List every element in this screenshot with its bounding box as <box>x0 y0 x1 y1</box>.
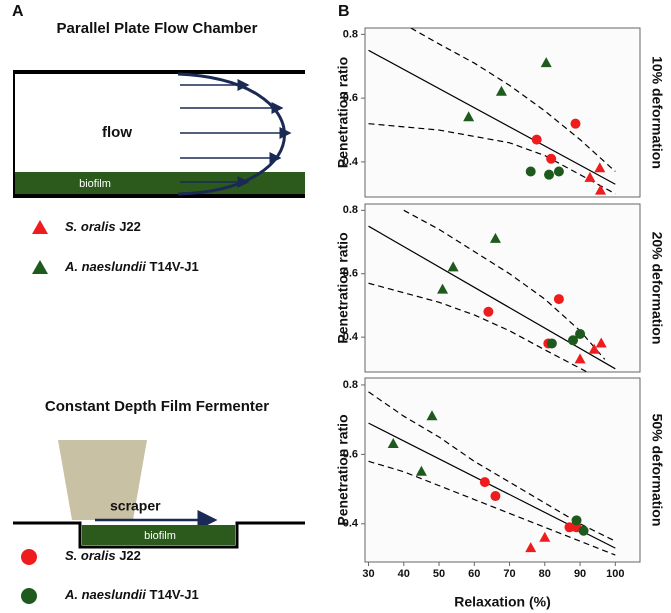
regression-line <box>368 49 616 185</box>
confidence-band <box>368 460 616 556</box>
data-point <box>546 338 557 349</box>
y-axis-label: Penetration ratio <box>335 414 351 525</box>
data-point <box>437 283 449 294</box>
legend-entry: A. naeslundii T14V-J1 <box>64 587 199 602</box>
data-point <box>489 232 501 243</box>
plot-area <box>364 377 641 563</box>
confidence-band <box>368 282 588 372</box>
x-tick-label: 60 <box>468 568 480 580</box>
data-point <box>415 465 427 476</box>
data-point <box>387 437 399 448</box>
data-point <box>463 111 475 122</box>
data-point <box>426 410 438 421</box>
y-tick-label: 0.6 <box>343 268 358 280</box>
legend-marker <box>32 220 48 234</box>
annotation: 50% deformation <box>649 414 665 527</box>
y-tick-label: 0.8 <box>343 379 358 391</box>
data-point <box>575 328 586 339</box>
data-point <box>564 522 575 533</box>
fermenter <box>13 440 305 549</box>
data-point <box>571 515 582 526</box>
data-point <box>553 166 564 177</box>
data-point <box>539 531 551 542</box>
x-tick-label: 50 <box>433 568 445 580</box>
y-tick-label: 0.8 <box>343 204 358 216</box>
y-tick-label: 0.4 <box>343 518 359 530</box>
y-tick-label: 0.4 <box>343 331 359 343</box>
data-point <box>531 134 542 145</box>
legend-marker <box>32 260 48 274</box>
data-point <box>594 162 606 173</box>
data-point <box>490 491 501 502</box>
legend-marker <box>21 588 37 604</box>
y-tick-label: 0.6 <box>343 448 358 460</box>
data-point <box>483 306 494 317</box>
y-axis-label: Penetration ratio <box>335 232 351 343</box>
diagram-title: Constant Depth Film Fermenter <box>45 398 269 415</box>
plot: 0.4 0.6 0.8 Penetration ratio 10% deformatio… <box>335 27 665 198</box>
data-point <box>578 525 589 536</box>
plot-area <box>364 27 641 198</box>
data-point <box>495 85 507 96</box>
legend-entry: S. oralis J22 <box>65 219 141 234</box>
annotation: 20% deformation <box>649 232 665 345</box>
panel-label: A <box>12 3 24 20</box>
y-axis-label: Penetration ratio <box>335 57 351 168</box>
data-point <box>447 261 459 272</box>
biofilm-label: biofilm <box>144 530 176 542</box>
y-tick-label: 0.4 <box>343 156 359 168</box>
legend-marker <box>21 549 37 565</box>
data-point <box>553 294 564 305</box>
flow-chamber <box>13 70 305 198</box>
data-point <box>479 477 490 488</box>
x-tick-label: 100 <box>606 568 624 580</box>
biofilm-label: biofilm <box>79 178 111 190</box>
data-point <box>540 57 552 68</box>
x-tick-label: 90 <box>574 568 586 580</box>
data-point <box>584 171 596 182</box>
diagram-title: Parallel Plate Flow Chamber <box>57 20 258 37</box>
x-tick-label: 30 <box>362 568 374 580</box>
data-point <box>588 343 600 354</box>
panel-label: B <box>338 3 350 20</box>
x-axis-label: Relaxation (%) <box>454 594 550 610</box>
data-point <box>574 353 586 364</box>
x-tick-label: 40 <box>398 568 410 580</box>
data-point <box>544 169 555 180</box>
x-tick-label: 70 <box>503 568 515 580</box>
data-point <box>568 335 579 346</box>
scraper-label: scraper <box>110 498 161 514</box>
data-point <box>595 184 607 195</box>
annotation: 10% deformation <box>649 56 665 169</box>
data-point <box>525 542 537 553</box>
legend-entry: S. oralis J22 <box>65 548 141 563</box>
confidence-band <box>410 28 616 172</box>
plot: 0.4 0.6 0.8 Penetration ratio 20% deformatio… <box>335 203 665 373</box>
legend-entry: A. naeslundii T14V-J1 <box>64 259 199 274</box>
y-tick-label: 0.8 <box>343 28 358 40</box>
data-point <box>525 166 536 177</box>
y-tick-label: 0.6 <box>343 92 358 104</box>
confidence-band <box>368 123 616 195</box>
data-point <box>570 118 581 129</box>
data-point <box>595 337 607 348</box>
plot: 0.4 0.6 0.8 30 40 50 60 70 80 90 100 Penetration ra… <box>335 377 665 610</box>
flow-label: flow <box>102 124 132 141</box>
x-tick-label: 80 <box>539 568 551 580</box>
data-point <box>546 153 557 164</box>
